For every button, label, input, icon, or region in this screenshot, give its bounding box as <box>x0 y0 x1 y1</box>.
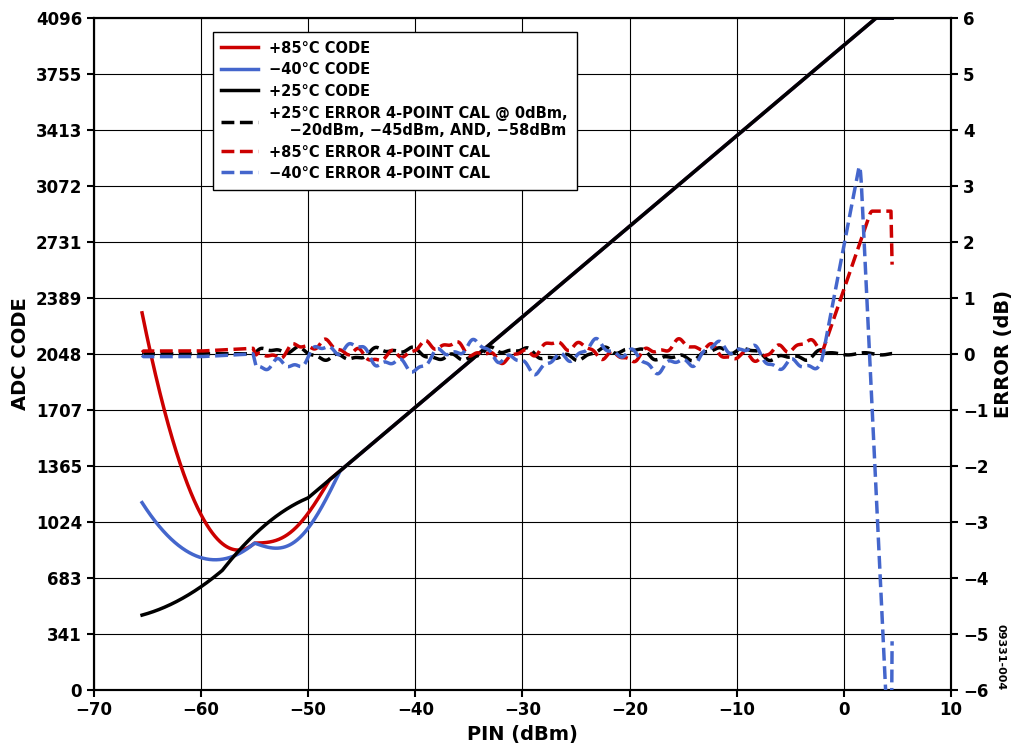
Text: 09331-004: 09331-004 <box>995 624 1006 690</box>
Legend: +85°C CODE, −40°C CODE, +25°C CODE, +25°C ERROR 4-POINT CAL @ 0dBm,
    −20dBm, : +85°C CODE, −40°C CODE, +25°C CODE, +25°… <box>213 32 577 190</box>
Y-axis label: ERROR (dB): ERROR (dB) <box>994 290 1013 418</box>
X-axis label: PIN (dBm): PIN (dBm) <box>467 725 578 744</box>
Y-axis label: ADC CODE: ADC CODE <box>11 297 30 410</box>
